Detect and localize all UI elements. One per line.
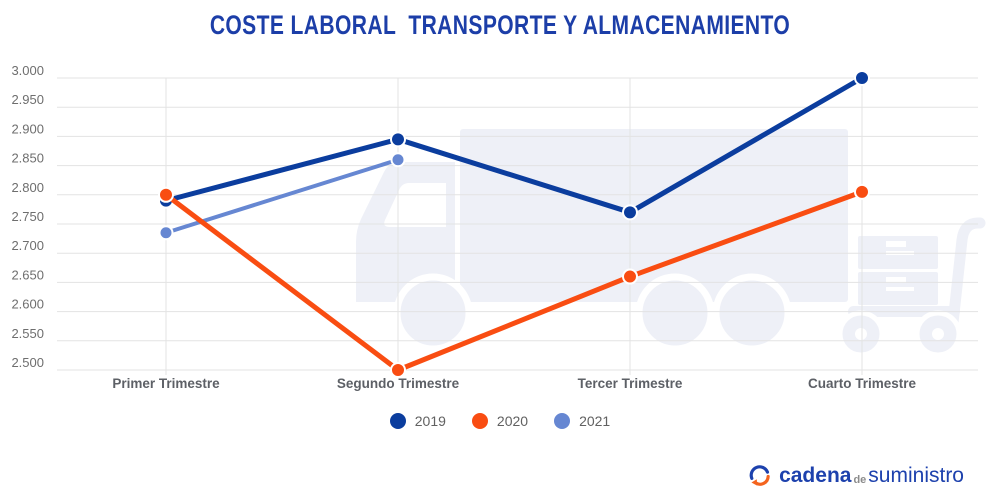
data-point-2019-3[interactable]	[854, 70, 870, 86]
y-tick-label: 2.650	[11, 267, 44, 282]
data-point-2019-2[interactable]	[622, 204, 638, 221]
circular-arrows-icon	[749, 465, 770, 486]
legend-dot-2021	[554, 413, 571, 429]
y-tick-label: 2.750	[11, 209, 44, 224]
legend-label-2021: 2021	[579, 413, 611, 429]
legend-item-2019[interactable]: 2019	[389, 413, 446, 429]
cadena-de-suministro-logo[interactable]: cadena de suministro	[747, 463, 964, 488]
x-category-label: Cuarto Trimestre	[808, 376, 917, 391]
legend-item-2021[interactable]: 2021	[554, 413, 610, 429]
legend-label-2020: 2020	[496, 413, 529, 429]
series-line-2020	[163, 189, 865, 373]
data-point-2020-0[interactable]	[158, 186, 174, 203]
y-tick-label: 3.000	[11, 63, 44, 78]
y-tick-label: 2.850	[11, 151, 44, 166]
x-category-label: Primer Trimestre	[112, 376, 220, 391]
legend: 2019 2020 2021	[0, 413, 1000, 429]
brand-text-cadena: cadena	[779, 464, 852, 487]
legend-item-2020[interactable]: 2020	[471, 413, 529, 429]
y-tick-label: 2.900	[11, 121, 44, 136]
data-point-2020-1[interactable]	[390, 362, 406, 378]
data-point-2019-1[interactable]	[390, 131, 406, 148]
y-tick-label: 2.550	[11, 326, 44, 341]
y-tick-label: 2.500	[11, 355, 44, 370]
truck-watermark-icon	[356, 129, 848, 353]
legend-dot-2020	[471, 413, 488, 429]
hand-truck-watermark-icon	[837, 217, 986, 358]
brand-text-de: de	[853, 474, 867, 486]
brand-text-suministro: suministro	[868, 464, 964, 487]
data-point-2020-2[interactable]	[622, 268, 638, 285]
data-point-2020-3[interactable]	[854, 183, 870, 200]
y-tick-label: 2.800	[11, 180, 44, 195]
series-line-2021	[164, 157, 400, 235]
data-point-2021-1[interactable]	[390, 152, 406, 168]
y-tick-label: 2.700	[11, 238, 44, 253]
series-line-2019	[163, 75, 865, 215]
y-tick-label: 2.950	[11, 92, 44, 107]
chart-title: COSTE LABORAL TRANSPORTE Y ALMACENAMIENT…	[209, 10, 791, 40]
legend-label-2019: 2019	[414, 413, 446, 429]
data-point-2021-0[interactable]	[158, 225, 174, 241]
x-category-label: Tercer Trimestre	[578, 376, 683, 391]
legend-dot-2019	[389, 413, 406, 429]
x-category-label: Segundo Trimestre	[337, 376, 460, 391]
y-tick-label: 2.600	[11, 297, 44, 312]
